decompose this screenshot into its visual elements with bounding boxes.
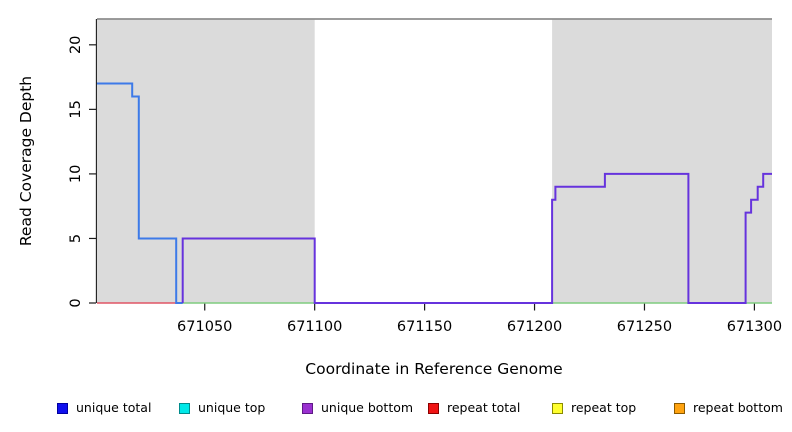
legend-swatch-unique-top-icon	[179, 402, 190, 414]
legend-label-unique-top: unique top	[198, 400, 266, 415]
legend-swatch-unique-total-icon	[57, 402, 68, 414]
legend-swatch-repeat-bottom-icon	[674, 402, 685, 414]
x-tick-label: 671150	[397, 319, 452, 335]
y-tick-label: 5	[68, 234, 84, 243]
legend-item-repeat-bottom: repeat bottom	[674, 398, 783, 418]
legend-label-unique-bottom: unique bottom	[321, 400, 414, 415]
legend-swatch-repeat-total-icon	[428, 402, 439, 414]
legend-label-repeat-bottom: repeat bottom	[693, 400, 783, 415]
shaded-region	[97, 19, 315, 303]
y-tick-label: 20	[68, 36, 84, 54]
legend-label-repeat-total: repeat total	[447, 400, 521, 415]
shaded-region	[552, 19, 772, 303]
legend-swatch-unique-bottom-icon	[302, 402, 313, 414]
x-tick-label: 671200	[507, 319, 562, 335]
y-axis-title: Read Coverage Depth	[17, 76, 35, 246]
x-tick-label: 671050	[177, 319, 232, 335]
legend-swatch-repeat-top-icon	[552, 402, 563, 414]
legend-item-repeat-top: repeat top	[552, 398, 636, 418]
y-tick-label: 10	[68, 165, 84, 183]
x-tick-label: 671250	[617, 319, 672, 335]
coverage-plot: Coordinate in Reference Genome Read Cove…	[17, 18, 782, 378]
legend-item-unique-total: unique total	[57, 398, 151, 418]
x-axis-title: Coordinate in Reference Genome	[305, 360, 562, 378]
series-unique-bottom	[181, 172, 772, 304]
legend-item-repeat-total: repeat total	[428, 398, 520, 418]
legend-label-unique-total: unique total	[76, 400, 152, 415]
legend-item-unique-bottom: unique bottom	[302, 398, 413, 418]
chart-legend: unique total unique top unique bottom re…	[0, 398, 792, 422]
legend-item-unique-top: unique top	[179, 398, 265, 418]
y-tick-label: 15	[68, 100, 84, 118]
x-tick-label: 671100	[287, 319, 342, 335]
series-unique-total	[97, 82, 183, 304]
y-tick-label: 0	[68, 298, 84, 307]
legend-label-repeat-top: repeat top	[571, 400, 637, 415]
x-tick-label: 671300	[727, 319, 782, 335]
